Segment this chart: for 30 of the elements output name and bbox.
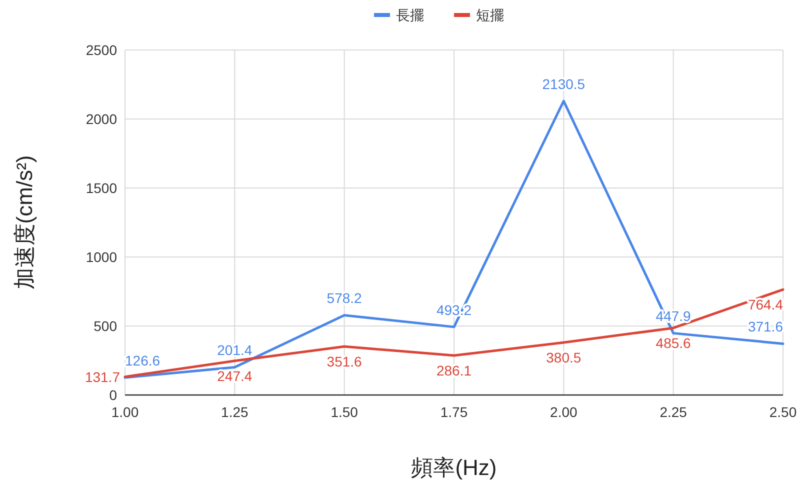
x-tick-label: 2.25 [660,404,688,420]
data-label: 131.7 [84,368,120,385]
data-label: 126.6 [125,352,160,369]
x-tick-label: 1.50 [330,404,358,420]
data-label: 371.6 [748,318,784,335]
x-tick-label: 1.75 [440,404,468,420]
data-label: 578.2 [326,290,362,306]
x-tick-label: 1.25 [221,404,249,420]
line-series [124,100,784,379]
data-label: 286.1 [436,362,472,379]
x-tick-label: 2.50 [769,404,797,420]
y-tick-label: 500 [94,318,118,334]
y-tick-label: 1500 [86,180,118,196]
data-label: 485.6 [656,334,692,351]
data-label: 2130.5 [542,76,586,92]
y-axis-title: 加速度(cm/s²) [12,155,37,290]
data-label: 380.5 [546,349,582,366]
data-label: 201.4 [217,342,252,358]
y-tick-label: 1000 [86,249,118,265]
y-tick-label: 2500 [86,42,118,58]
y-tick-label: 0 [109,387,118,403]
legend-label: 短擺 [476,7,504,23]
x-tick-label: 2.00 [550,404,578,420]
x-tick-label: 1.00 [111,404,139,420]
legend-label: 長擺 [396,7,424,23]
data-label: 764.4 [748,296,784,313]
x-axis-title: 頻率(Hz) [411,455,497,480]
y-tick-label: 2000 [86,111,118,127]
data-label: 351.6 [326,353,362,370]
data-label: 247.4 [217,368,252,384]
